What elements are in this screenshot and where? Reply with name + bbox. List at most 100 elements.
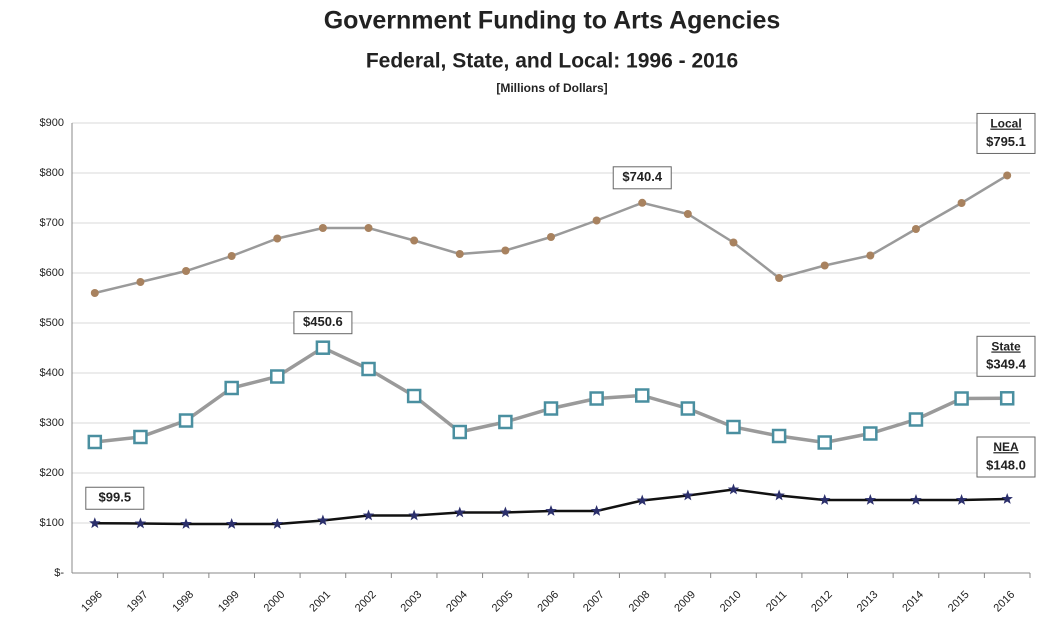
marker: [455, 250, 464, 258]
marker: [406, 388, 422, 404]
marker: [227, 252, 236, 260]
y-tick-label: $300: [40, 417, 64, 429]
y-tick-label: $600: [40, 267, 64, 279]
marker: [547, 233, 555, 241]
marker: [911, 225, 920, 233]
marker: [729, 238, 738, 247]
marker: [499, 506, 512, 518]
marker: [410, 236, 419, 245]
marker: [636, 494, 648, 506]
marker: [590, 505, 603, 516]
data-label: Local $795.1: [976, 112, 1036, 154]
x-tick-label: 2004: [444, 589, 470, 615]
x-tick-label: 2001: [307, 589, 333, 615]
x-tick-label: 2008: [627, 589, 653, 615]
marker: [773, 489, 785, 501]
x-tick-label: 2005: [490, 589, 516, 615]
x-tick-label: 2012: [809, 589, 835, 615]
label-box: [85, 486, 145, 510]
y-tick-label: $800: [40, 167, 64, 179]
chart-subtitle: Federal, State, and Local: 1996 - 2016: [366, 50, 738, 73]
marker: [90, 289, 99, 297]
value-label: $349.4: [986, 357, 1027, 372]
marker: [682, 489, 694, 501]
marker: [817, 435, 832, 450]
marker: [408, 509, 420, 521]
x-tick-label: 2014: [900, 589, 926, 615]
marker: [318, 224, 327, 232]
marker: [454, 506, 466, 518]
x-tick-label: 1996: [79, 589, 105, 615]
marker: [726, 419, 741, 435]
marker: [727, 483, 740, 495]
y-tick-label: $200: [40, 467, 64, 479]
marker: [863, 426, 878, 441]
data-label: $450.6: [293, 311, 353, 335]
marker: [315, 340, 331, 355]
marker: [683, 210, 692, 218]
x-tick-label: 2002: [353, 589, 379, 615]
value-label: $99.5: [99, 490, 132, 505]
marker: [180, 518, 192, 529]
marker: [634, 388, 650, 403]
x-tick-label: 2003: [399, 589, 425, 615]
label-box: [612, 166, 672, 190]
x-tick-label: 2016: [992, 589, 1018, 615]
legend-label: Local: [990, 117, 1021, 131]
marker: [592, 216, 601, 225]
x-tick-label: 2010: [718, 589, 744, 615]
x-tick-label: 2006: [535, 589, 561, 615]
y-tick-label: $700: [40, 217, 64, 229]
marker: [362, 509, 375, 521]
marker: [133, 429, 148, 445]
x-tick-label: 1997: [125, 589, 151, 615]
marker: [87, 434, 103, 450]
marker: [134, 517, 147, 529]
marker: [361, 361, 376, 377]
marker: [638, 198, 647, 207]
y-tick-label: $-: [54, 567, 64, 579]
x-tick-label: 2000: [262, 589, 288, 615]
marker: [226, 518, 238, 529]
marker: [498, 414, 513, 430]
marker: [820, 261, 829, 270]
value-label: $740.4: [622, 169, 663, 184]
x-tick-label: 1999: [216, 589, 242, 615]
y-tick-label: $100: [40, 517, 64, 529]
marker: [501, 246, 510, 255]
x-tick-label: 2015: [946, 589, 972, 615]
data-label: $740.4: [612, 166, 672, 190]
marker: [775, 274, 784, 282]
x-tick-label: 2007: [581, 589, 607, 615]
marker: [864, 494, 876, 505]
y-tick-label: $900: [40, 117, 64, 129]
marker: [1001, 493, 1013, 504]
label-box: [976, 335, 1036, 377]
value-label: $450.6: [303, 314, 343, 329]
marker: [271, 518, 283, 529]
value-label: $148.0: [986, 457, 1026, 472]
marker: [136, 278, 145, 286]
marker: [1003, 171, 1012, 180]
x-tick-label: 2013: [855, 589, 881, 615]
marker: [270, 369, 285, 384]
label-box: [976, 436, 1036, 478]
label-box: [293, 311, 353, 335]
marker: [317, 514, 329, 526]
chart-note: [Millions of Dollars]: [496, 81, 607, 95]
marker: [955, 494, 968, 505]
marker: [545, 505, 557, 516]
marker: [771, 428, 787, 444]
marker: [866, 251, 875, 260]
marker: [957, 199, 966, 207]
marker: [910, 494, 922, 505]
marker: [89, 517, 101, 529]
marker: [589, 391, 604, 406]
y-tick-label: $500: [40, 317, 64, 329]
legend-label: State: [991, 339, 1021, 353]
marker: [452, 424, 468, 440]
marker: [178, 413, 194, 428]
value-label: $795.1: [986, 134, 1026, 149]
